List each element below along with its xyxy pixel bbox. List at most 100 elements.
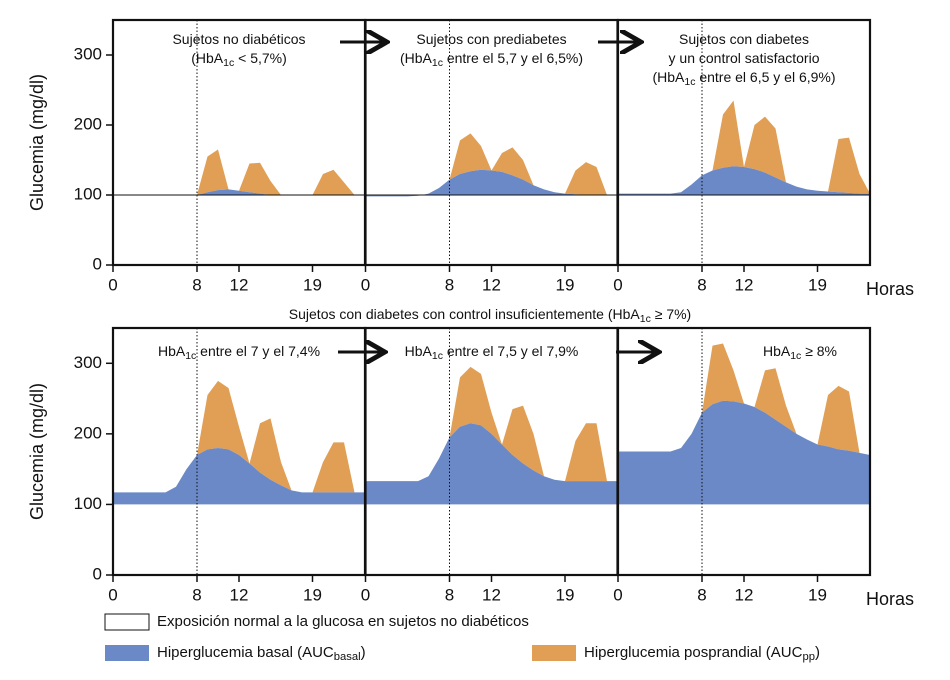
text-part: HbA [763, 343, 791, 359]
subscript: 1c [684, 76, 695, 88]
panel-title: HbA1c entre el 7 y el 7,4% [158, 343, 320, 362]
postprandial-area [312, 169, 355, 195]
postprandial-area [565, 423, 607, 482]
y-tick-label: 200 [74, 423, 102, 442]
postprandial-area [565, 162, 607, 195]
x-tick-label: 8 [445, 585, 454, 604]
subscript: 1c [432, 57, 443, 69]
x-tick-label: 0 [108, 585, 117, 604]
legend-label: Exposición normal a la glucosa en sujeto… [157, 613, 529, 630]
text-part: Exposición normal a la glucosa en sujeto… [157, 613, 529, 630]
panel-title: Sujetos no diabéticos [172, 31, 305, 47]
x-tick-label: 0 [613, 585, 622, 604]
text-part: HbA [405, 343, 433, 359]
text-part: entre el 5,7 y el 6,5%) [443, 50, 583, 66]
x-tick-label: 8 [697, 275, 706, 294]
legend-swatch [105, 645, 149, 661]
x-tick-label: 19 [556, 275, 575, 294]
text-part: entre el 7 y el 7,4% [196, 343, 320, 359]
subscript: pp [802, 651, 815, 663]
text-part: Sujetos con diabetes con control insufic… [289, 306, 641, 322]
postprandial-area [449, 366, 544, 477]
x-axis-label: Horas [866, 279, 914, 299]
subscript: 1c [185, 350, 196, 362]
x-tick-label: 19 [556, 585, 575, 604]
subscript: 1c [223, 57, 234, 69]
x-tick-label: 0 [108, 275, 117, 294]
x-tick-label: 0 [361, 585, 370, 604]
text-part: entre el 7,5 y el 7,9% [443, 343, 578, 359]
basal-area [113, 447, 365, 505]
text-part: (HbA [191, 50, 224, 66]
y-tick-label: 0 [93, 254, 102, 273]
basal-area [113, 189, 365, 195]
basal-area [618, 400, 870, 505]
y-tick-label: 100 [74, 494, 102, 513]
text-part: (HbA [400, 50, 433, 66]
x-tick-label: 8 [697, 585, 706, 604]
text-part: ≥ 8% [801, 343, 837, 359]
panel-title: Sujetos con diabetes [679, 31, 809, 47]
x-tick-label: 12 [482, 275, 501, 294]
legend-swatch [532, 645, 576, 661]
y-axis-label: Glucemia (mg/dl) [27, 74, 47, 211]
text-part: Hiperglucemia basal (AUC [157, 644, 334, 661]
subscript: 1c [640, 313, 651, 325]
text-part: entre el 6,5 y el 6,9%) [695, 69, 835, 85]
text-part: (HbA [652, 69, 685, 85]
panel-title: y un control satisfactorio [669, 50, 820, 66]
legend-label: Hiperglucemia basal (AUCbasal) [157, 644, 366, 663]
postprandial-area [702, 343, 797, 434]
subscript: 1c [432, 350, 443, 362]
panel-title: HbA1c entre el 7,5 y el 7,9% [405, 343, 579, 362]
postprandial-area [312, 442, 355, 493]
x-tick-label: 8 [445, 275, 454, 294]
postprandial-area [197, 380, 292, 491]
y-tick-label: 0 [93, 564, 102, 583]
x-axis-label: Horas [866, 589, 914, 609]
subtitle: Sujetos con diabetes con control insufic… [289, 306, 691, 325]
panel-title: HbA1c ≥ 8% [763, 343, 837, 362]
arrows [338, 42, 656, 352]
y-tick-label: 300 [74, 353, 102, 372]
y-tick-label: 300 [74, 44, 102, 63]
x-tick-label: 12 [735, 585, 754, 604]
x-tick-label: 19 [808, 275, 827, 294]
basal-area [618, 166, 870, 195]
basal-area [365, 423, 618, 505]
y-tick-label: 200 [74, 114, 102, 133]
x-tick-label: 0 [613, 275, 622, 294]
y-tick-label: 100 [74, 184, 102, 203]
text-part: ) [815, 644, 820, 661]
postprandial-area [828, 137, 870, 194]
text-part: < 5,7%) [234, 50, 287, 66]
postprandial-area [449, 133, 534, 186]
x-tick-label: 8 [192, 275, 201, 294]
panel-title: (HbA1c < 5,7%) [191, 50, 287, 69]
x-tick-label: 19 [808, 585, 827, 604]
y-axis-label: Glucemia (mg/dl) [27, 383, 47, 520]
panel-title: (HbA1c entre el 6,5 y el 6,9%) [652, 69, 835, 88]
x-tick-label: 0 [361, 275, 370, 294]
text-part: Sujetos con prediabetes [416, 31, 566, 47]
postprandial-area [712, 100, 786, 183]
x-tick-label: 12 [230, 585, 249, 604]
x-tick-label: 8 [192, 585, 201, 604]
text-part: ≥ 7%) [651, 306, 691, 322]
text-part: HbA [158, 343, 186, 359]
basal-area [365, 169, 618, 197]
text-part: ) [361, 644, 366, 661]
x-tick-label: 19 [303, 275, 322, 294]
subscript: 1c [790, 350, 801, 362]
legend-label: Hiperglucemia posprandial (AUCpp) [584, 644, 820, 663]
text-part: Hiperglucemia posprandial (AUC [584, 644, 803, 661]
postprandial-area [197, 149, 281, 195]
text-part: Sujetos con diabetes [679, 31, 809, 47]
panel-title: (HbA1c entre el 5,7 y el 6,5%) [400, 50, 583, 69]
legend-swatch [104, 613, 150, 631]
panel-title: Sujetos con prediabetes [416, 31, 566, 47]
text-part: Sujetos no diabéticos [172, 31, 305, 47]
